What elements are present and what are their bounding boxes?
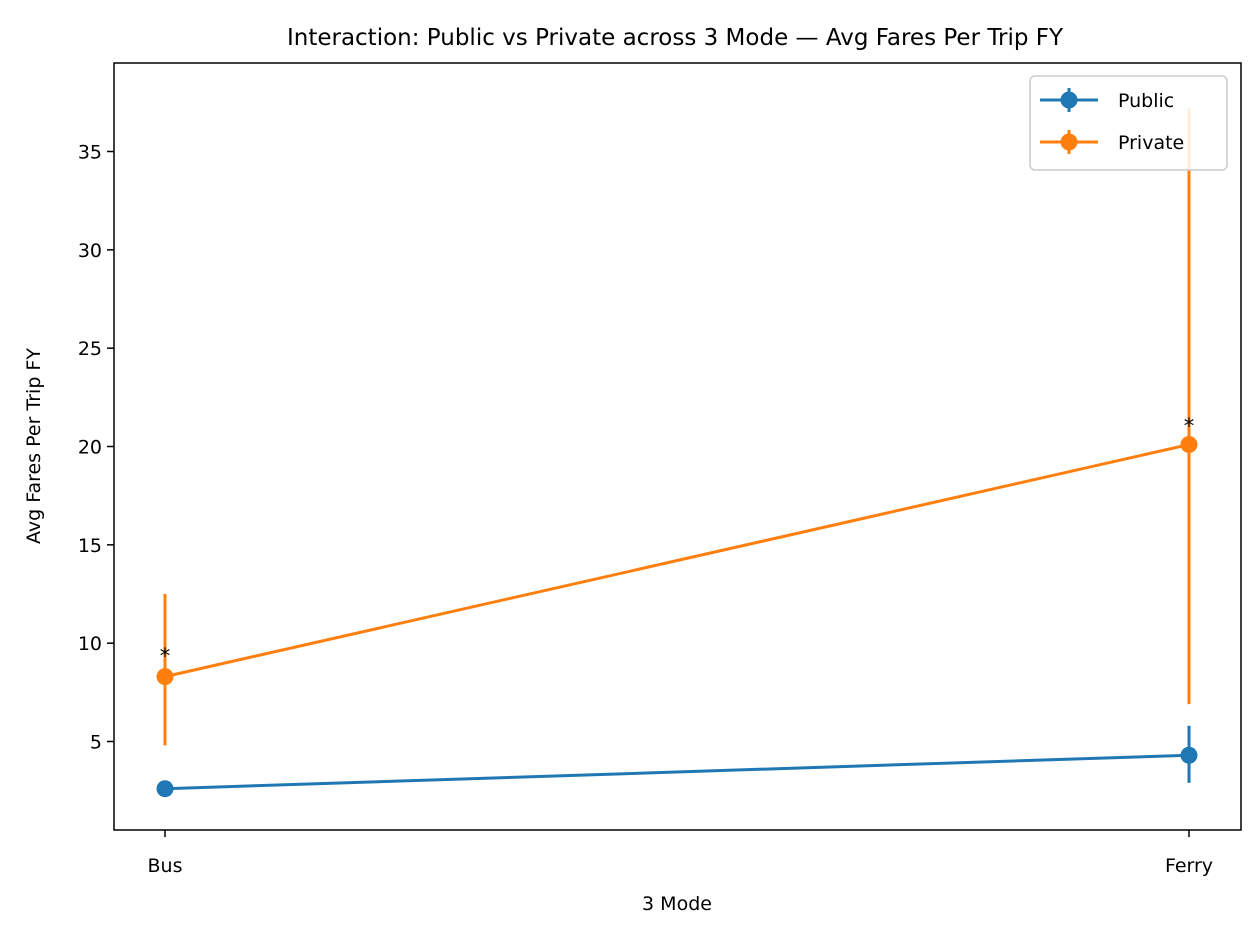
data-point	[1180, 746, 1198, 764]
series-line	[164, 753, 1190, 791]
y-tick-label: 35	[78, 142, 102, 164]
legend-item-private: Private	[1040, 130, 1184, 154]
series-line	[164, 443, 1190, 679]
y-tick-label: 10	[78, 633, 102, 655]
plot-frame	[113, 62, 1242, 831]
legend-item-public: Public	[1040, 88, 1174, 112]
x-tick-label: Bus	[148, 855, 183, 877]
data-point	[156, 780, 174, 798]
plot-area	[113, 62, 1242, 831]
legend-label: Public	[1118, 90, 1174, 112]
legend-marker	[1060, 91, 1078, 109]
significance-marker: *	[1184, 414, 1195, 438]
legend: Public Private	[1029, 75, 1228, 171]
series-public	[156, 725, 1198, 798]
legend-marker	[1060, 133, 1078, 151]
annotation-layer: **	[160, 414, 1195, 668]
series-private	[156, 108, 1198, 746]
x-axis: Bus Ferry	[148, 830, 1213, 877]
chart-title: Interaction: Public vs Private across 3 …	[287, 25, 1064, 51]
y-tick-label: 30	[78, 240, 102, 262]
series-layer	[156, 108, 1198, 798]
x-axis-label: 3 Mode	[642, 893, 712, 915]
x-tick-label: Ferry	[1165, 855, 1213, 877]
y-tick-label: 15	[78, 535, 102, 557]
y-tick-label: 5	[90, 732, 102, 754]
data-point	[156, 668, 174, 686]
y-tick-label: 20	[78, 437, 102, 459]
data-point	[1180, 436, 1198, 454]
legend-label: Private	[1118, 132, 1184, 154]
y-axis: 5 10 15 20 25 30 35	[78, 142, 114, 754]
y-tick-label: 25	[78, 338, 102, 360]
y-axis-label: Avg Fares Per Trip FY	[23, 348, 45, 544]
significance-marker: *	[160, 644, 171, 668]
